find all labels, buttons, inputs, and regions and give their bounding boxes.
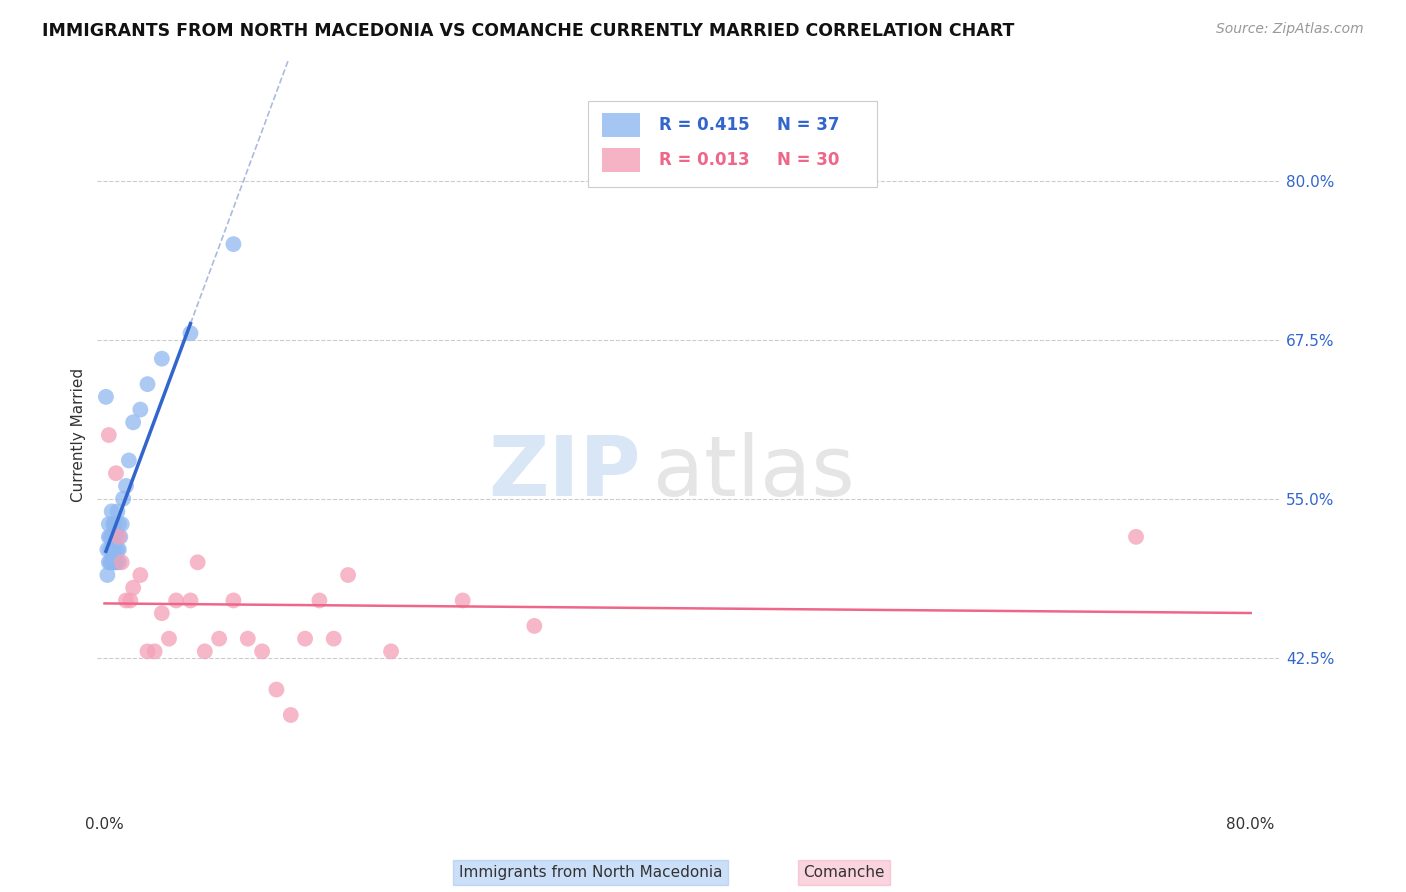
Point [266, 682, 288, 697]
Text: ZIP: ZIP [488, 432, 641, 513]
Point [236, 632, 259, 646]
Point [122, 415, 145, 429]
Text: N = 30: N = 30 [778, 152, 839, 169]
Point [111, 555, 134, 569]
Point [115, 479, 138, 493]
Text: atlas: atlas [652, 432, 855, 513]
Point [337, 568, 360, 582]
Point [107, 542, 129, 557]
Point [108, 517, 131, 532]
Text: IMMIGRANTS FROM NORTH MACEDONIA VS COMANCHE CURRENTLY MARRIED CORRELATION CHART: IMMIGRANTS FROM NORTH MACEDONIA VS COMAN… [42, 22, 1015, 40]
Point [104, 467, 127, 481]
Point [122, 581, 145, 595]
Point [101, 555, 124, 569]
Text: Source: ZipAtlas.com: Source: ZipAtlas.com [1216, 22, 1364, 37]
Point [94, 390, 117, 404]
Point [308, 593, 330, 607]
Point [222, 237, 245, 252]
Point [98, 542, 121, 557]
Point [97, 428, 120, 442]
Point [322, 632, 344, 646]
Point [280, 708, 302, 723]
Point [1125, 530, 1147, 544]
Point [294, 632, 316, 646]
Point [143, 644, 166, 658]
Point [179, 593, 201, 607]
Point [103, 542, 125, 557]
Point [101, 517, 124, 532]
Point [136, 377, 159, 392]
Point [100, 555, 122, 569]
Point [98, 530, 121, 544]
Point [115, 593, 138, 607]
Point [523, 619, 546, 633]
Point [222, 593, 245, 607]
Point [194, 644, 217, 658]
Point [136, 644, 159, 658]
Point [100, 504, 122, 518]
Point [129, 568, 152, 582]
Point [380, 644, 402, 658]
Point [97, 555, 120, 569]
Point [96, 568, 118, 582]
Point [103, 555, 125, 569]
Point [98, 555, 121, 569]
Point [104, 555, 127, 569]
Point [150, 351, 173, 366]
Point [108, 555, 131, 569]
Point [112, 491, 135, 506]
Point [157, 632, 180, 646]
Y-axis label: Currently Married: Currently Married [72, 368, 86, 502]
Point [104, 530, 127, 544]
Point [208, 632, 231, 646]
Point [97, 517, 120, 532]
Point [451, 593, 474, 607]
Point [187, 555, 209, 569]
Point [110, 530, 132, 544]
Point [165, 593, 187, 607]
Point [101, 542, 124, 557]
Text: Immigrants from North Macedonia: Immigrants from North Macedonia [458, 865, 723, 880]
FancyBboxPatch shape [602, 148, 640, 172]
FancyBboxPatch shape [588, 101, 877, 187]
Point [100, 530, 122, 544]
Point [250, 644, 273, 658]
Point [103, 517, 125, 532]
Text: R = 0.013: R = 0.013 [659, 152, 749, 169]
Point [108, 530, 131, 544]
Point [150, 606, 173, 620]
Point [118, 453, 141, 467]
Point [107, 504, 129, 518]
Point [179, 326, 201, 341]
FancyBboxPatch shape [602, 113, 640, 137]
Point [129, 402, 152, 417]
Point [96, 542, 118, 557]
Point [111, 517, 134, 532]
Text: N = 37: N = 37 [778, 116, 839, 134]
Point [120, 593, 142, 607]
Point [97, 530, 120, 544]
Point [100, 542, 122, 557]
Text: Comanche: Comanche [803, 865, 884, 880]
Text: R = 0.415: R = 0.415 [659, 116, 749, 134]
Point [108, 542, 131, 557]
